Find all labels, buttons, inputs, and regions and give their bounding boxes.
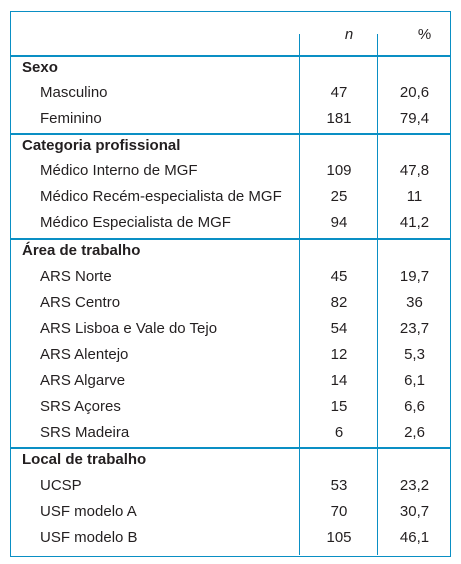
row-label: ARS Algarve xyxy=(40,372,126,389)
table-row: Médico Recém-especialista de MGF 25 11 xyxy=(10,185,451,211)
row-label: ARS Lisboa e Vale do Tejo xyxy=(40,320,218,337)
table-row: ARS Norte 45 19,7 xyxy=(10,265,451,291)
section-title: Categoria profissional xyxy=(22,137,181,154)
table-row: Masculino 47 20,6 xyxy=(10,81,451,107)
row-label: SRS Madeira xyxy=(40,424,130,441)
row-n: 47 xyxy=(330,84,348,101)
row-label: Masculino xyxy=(40,84,108,101)
section-rule xyxy=(10,238,451,240)
section-rule xyxy=(10,133,451,135)
table-row: Médico Interno de MGF 109 47,8 xyxy=(10,159,451,185)
column-header-n: n xyxy=(344,26,354,43)
row-label: SRS Açores xyxy=(40,398,121,415)
section-title: Sexo xyxy=(22,59,58,76)
section-title: Área de trabalho xyxy=(22,242,141,259)
row-percent: 6,1 xyxy=(404,372,425,389)
row-n: 109 xyxy=(326,162,352,179)
section-rule xyxy=(10,447,451,449)
table-row: ARS Alentejo 12 5,3 xyxy=(10,343,451,369)
column-divider-percent xyxy=(377,34,378,555)
row-n: 82 xyxy=(330,294,348,311)
table-row: ARS Algarve 14 6,1 xyxy=(10,369,451,395)
row-n: 70 xyxy=(330,503,348,520)
table-row: ARS Lisboa e Vale do Tejo 54 23,7 xyxy=(10,317,451,343)
row-n: 12 xyxy=(330,346,348,363)
row-percent: 19,7 xyxy=(399,268,430,285)
header-rule xyxy=(10,55,451,57)
row-percent: 30,7 xyxy=(399,503,430,520)
row-percent: 46,1 xyxy=(399,529,430,546)
section-title-row: Sexo xyxy=(10,57,451,83)
table-row: Feminino 181 79,4 xyxy=(10,107,451,133)
section-title: Local de trabalho xyxy=(22,451,147,468)
row-label: ARS Alentejo xyxy=(40,346,129,363)
row-percent: 36 xyxy=(406,294,423,311)
section-title-row: Local de trabalho xyxy=(10,449,451,475)
row-percent: 47,8 xyxy=(399,162,430,179)
table-header: n % xyxy=(10,22,451,54)
row-n: 25 xyxy=(330,188,348,205)
section-title-row: Área de trabalho xyxy=(10,240,451,266)
row-label: ARS Norte xyxy=(40,268,112,285)
row-n: 6 xyxy=(334,424,344,441)
row-percent: 5,3 xyxy=(404,346,425,363)
table-row: ARS Centro 82 36 xyxy=(10,291,451,317)
row-n: 14 xyxy=(330,372,348,389)
table-row: USF modelo B 105 46,1 xyxy=(10,526,451,552)
row-percent: 6,6 xyxy=(404,398,425,415)
row-n: 45 xyxy=(330,268,348,285)
row-percent: 11 xyxy=(406,188,423,205)
row-n: 54 xyxy=(330,320,348,337)
row-n: 105 xyxy=(326,529,352,546)
row-label: USF modelo A xyxy=(40,503,137,520)
row-n: 94 xyxy=(330,214,348,231)
row-n: 15 xyxy=(330,398,348,415)
row-label: ARS Centro xyxy=(40,294,121,311)
row-label: Médico Especialista de MGF xyxy=(40,214,231,231)
row-label: Médico Recém-especialista de MGF xyxy=(40,188,282,205)
row-n: 181 xyxy=(326,110,352,127)
table-row: UCSP 53 23,2 xyxy=(10,474,451,500)
row-percent: 2,6 xyxy=(404,424,425,441)
row-n: 53 xyxy=(330,477,348,494)
row-percent: 79,4 xyxy=(399,110,430,127)
row-percent: 20,6 xyxy=(399,84,430,101)
column-header-percent: % xyxy=(417,26,432,43)
column-divider-n xyxy=(299,34,300,555)
table-row: SRS Madeira 6 2,6 xyxy=(10,421,451,447)
section-title-row: Categoria profissional xyxy=(10,135,451,161)
row-percent: 41,2 xyxy=(399,214,430,231)
table-row: Médico Especialista de MGF 94 41,2 xyxy=(10,211,451,237)
row-percent: 23,7 xyxy=(399,320,430,337)
row-label: Feminino xyxy=(40,110,102,127)
row-percent: 23,2 xyxy=(399,477,430,494)
row-label: UCSP xyxy=(40,477,82,494)
table-row: USF modelo A 70 30,7 xyxy=(10,500,451,526)
row-label: USF modelo B xyxy=(40,529,138,546)
table-row: SRS Açores 15 6,6 xyxy=(10,395,451,421)
row-label: Médico Interno de MGF xyxy=(40,162,198,179)
